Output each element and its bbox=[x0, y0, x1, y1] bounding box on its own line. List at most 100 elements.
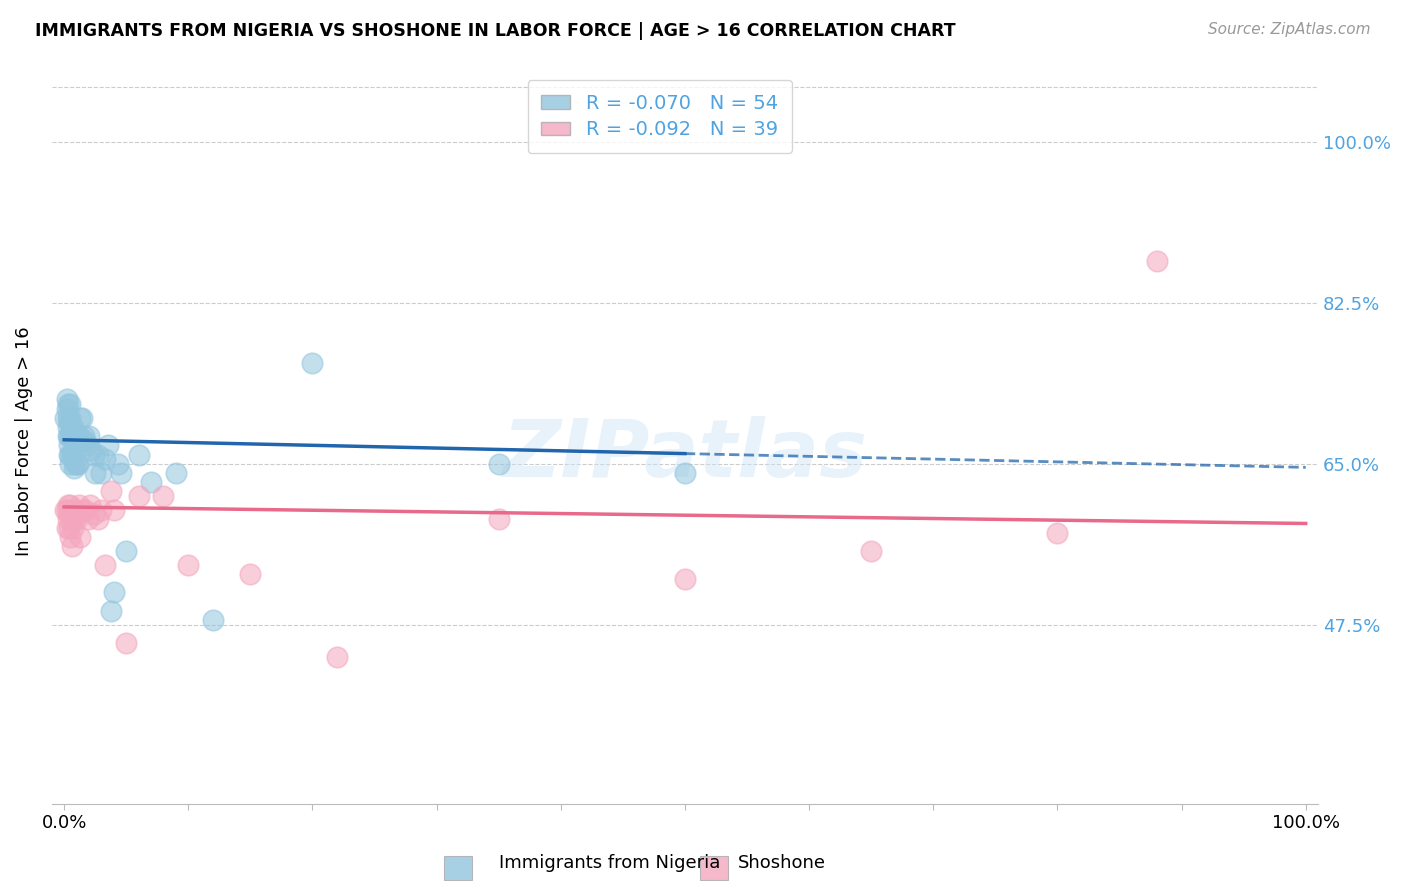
Point bbox=[72, 502, 94, 516]
Point bbox=[100, 604, 122, 618]
Point bbox=[83, 508, 105, 522]
Point bbox=[128, 489, 150, 503]
Point bbox=[83, 448, 105, 462]
Point bbox=[58, 448, 80, 462]
Point bbox=[56, 420, 79, 434]
Point bbox=[56, 410, 79, 425]
Point bbox=[65, 512, 87, 526]
Text: IMMIGRANTS FROM NIGERIA VS SHOSHONE IN LABOR FORCE | AGE > 16 CORRELATION CHART: IMMIGRANTS FROM NIGERIA VS SHOSHONE IN L… bbox=[35, 22, 956, 40]
Point bbox=[94, 452, 117, 467]
Point bbox=[1146, 254, 1168, 268]
Point bbox=[94, 558, 117, 572]
Point bbox=[59, 498, 82, 512]
Text: Source: ZipAtlas.com: Source: ZipAtlas.com bbox=[1208, 22, 1371, 37]
Point bbox=[67, 498, 90, 512]
Point bbox=[66, 508, 89, 522]
Point bbox=[55, 392, 77, 407]
Point bbox=[56, 512, 79, 526]
Point bbox=[60, 425, 83, 439]
Point bbox=[73, 429, 96, 443]
Point bbox=[86, 512, 108, 526]
Point bbox=[107, 457, 129, 471]
Point bbox=[60, 508, 83, 522]
Point bbox=[75, 502, 97, 516]
Point bbox=[58, 429, 80, 443]
Point bbox=[77, 429, 100, 443]
Point bbox=[139, 475, 162, 489]
Point bbox=[62, 448, 84, 462]
Point bbox=[65, 457, 87, 471]
Point bbox=[63, 461, 86, 475]
Text: Shoshone: Shoshone bbox=[738, 855, 827, 872]
Point bbox=[58, 415, 80, 429]
Point bbox=[100, 484, 122, 499]
Point bbox=[65, 502, 87, 516]
Point bbox=[90, 466, 112, 480]
Point bbox=[84, 466, 107, 480]
Point bbox=[488, 457, 510, 471]
Text: Immigrants from Nigeria: Immigrants from Nigeria bbox=[499, 855, 720, 872]
Point bbox=[55, 502, 77, 516]
Point bbox=[326, 649, 349, 664]
Point bbox=[63, 429, 86, 443]
Point bbox=[59, 410, 82, 425]
Point bbox=[59, 448, 82, 462]
Point bbox=[103, 502, 125, 516]
Point bbox=[65, 425, 87, 439]
Point bbox=[860, 544, 883, 558]
Point bbox=[65, 457, 87, 471]
Point bbox=[115, 544, 138, 558]
Point bbox=[110, 466, 132, 480]
Point bbox=[86, 448, 108, 462]
Point bbox=[59, 530, 82, 544]
Point bbox=[63, 512, 86, 526]
Point bbox=[67, 429, 90, 443]
Point bbox=[239, 567, 262, 582]
Point bbox=[1046, 525, 1069, 540]
Point bbox=[128, 448, 150, 462]
Point bbox=[90, 502, 112, 516]
Point bbox=[97, 438, 120, 452]
Point bbox=[59, 457, 82, 471]
Point bbox=[56, 429, 79, 443]
Point bbox=[66, 457, 89, 471]
Point bbox=[55, 410, 77, 425]
Point bbox=[56, 397, 79, 411]
Point bbox=[673, 466, 696, 480]
Point bbox=[79, 498, 101, 512]
Point bbox=[59, 429, 82, 443]
Point bbox=[55, 521, 77, 535]
Point bbox=[202, 613, 225, 627]
Point bbox=[55, 401, 77, 416]
Point bbox=[62, 521, 84, 535]
Point bbox=[72, 434, 94, 448]
Point bbox=[488, 512, 510, 526]
Point bbox=[59, 397, 82, 411]
Point bbox=[69, 410, 91, 425]
Point bbox=[103, 585, 125, 599]
Point bbox=[65, 429, 87, 443]
Point bbox=[58, 521, 80, 535]
Point bbox=[58, 508, 80, 522]
Point bbox=[62, 420, 84, 434]
Legend: R = -0.070   N = 54, R = -0.092   N = 39: R = -0.070 N = 54, R = -0.092 N = 39 bbox=[527, 80, 792, 153]
Point bbox=[301, 355, 323, 369]
Point bbox=[56, 498, 79, 512]
Point bbox=[60, 540, 83, 554]
Y-axis label: In Labor Force | Age > 16: In Labor Force | Age > 16 bbox=[15, 326, 32, 556]
Point bbox=[58, 438, 80, 452]
Point bbox=[60, 448, 83, 462]
Point bbox=[165, 466, 187, 480]
Point bbox=[115, 636, 138, 650]
Point bbox=[69, 530, 91, 544]
Text: ZIPatlas: ZIPatlas bbox=[502, 417, 868, 494]
Point bbox=[177, 558, 200, 572]
Point bbox=[76, 438, 98, 452]
Point bbox=[152, 489, 174, 503]
Point bbox=[70, 410, 93, 425]
Point bbox=[80, 442, 103, 457]
Point bbox=[673, 572, 696, 586]
Point bbox=[75, 434, 97, 448]
Point bbox=[55, 502, 77, 516]
Point bbox=[76, 512, 98, 526]
